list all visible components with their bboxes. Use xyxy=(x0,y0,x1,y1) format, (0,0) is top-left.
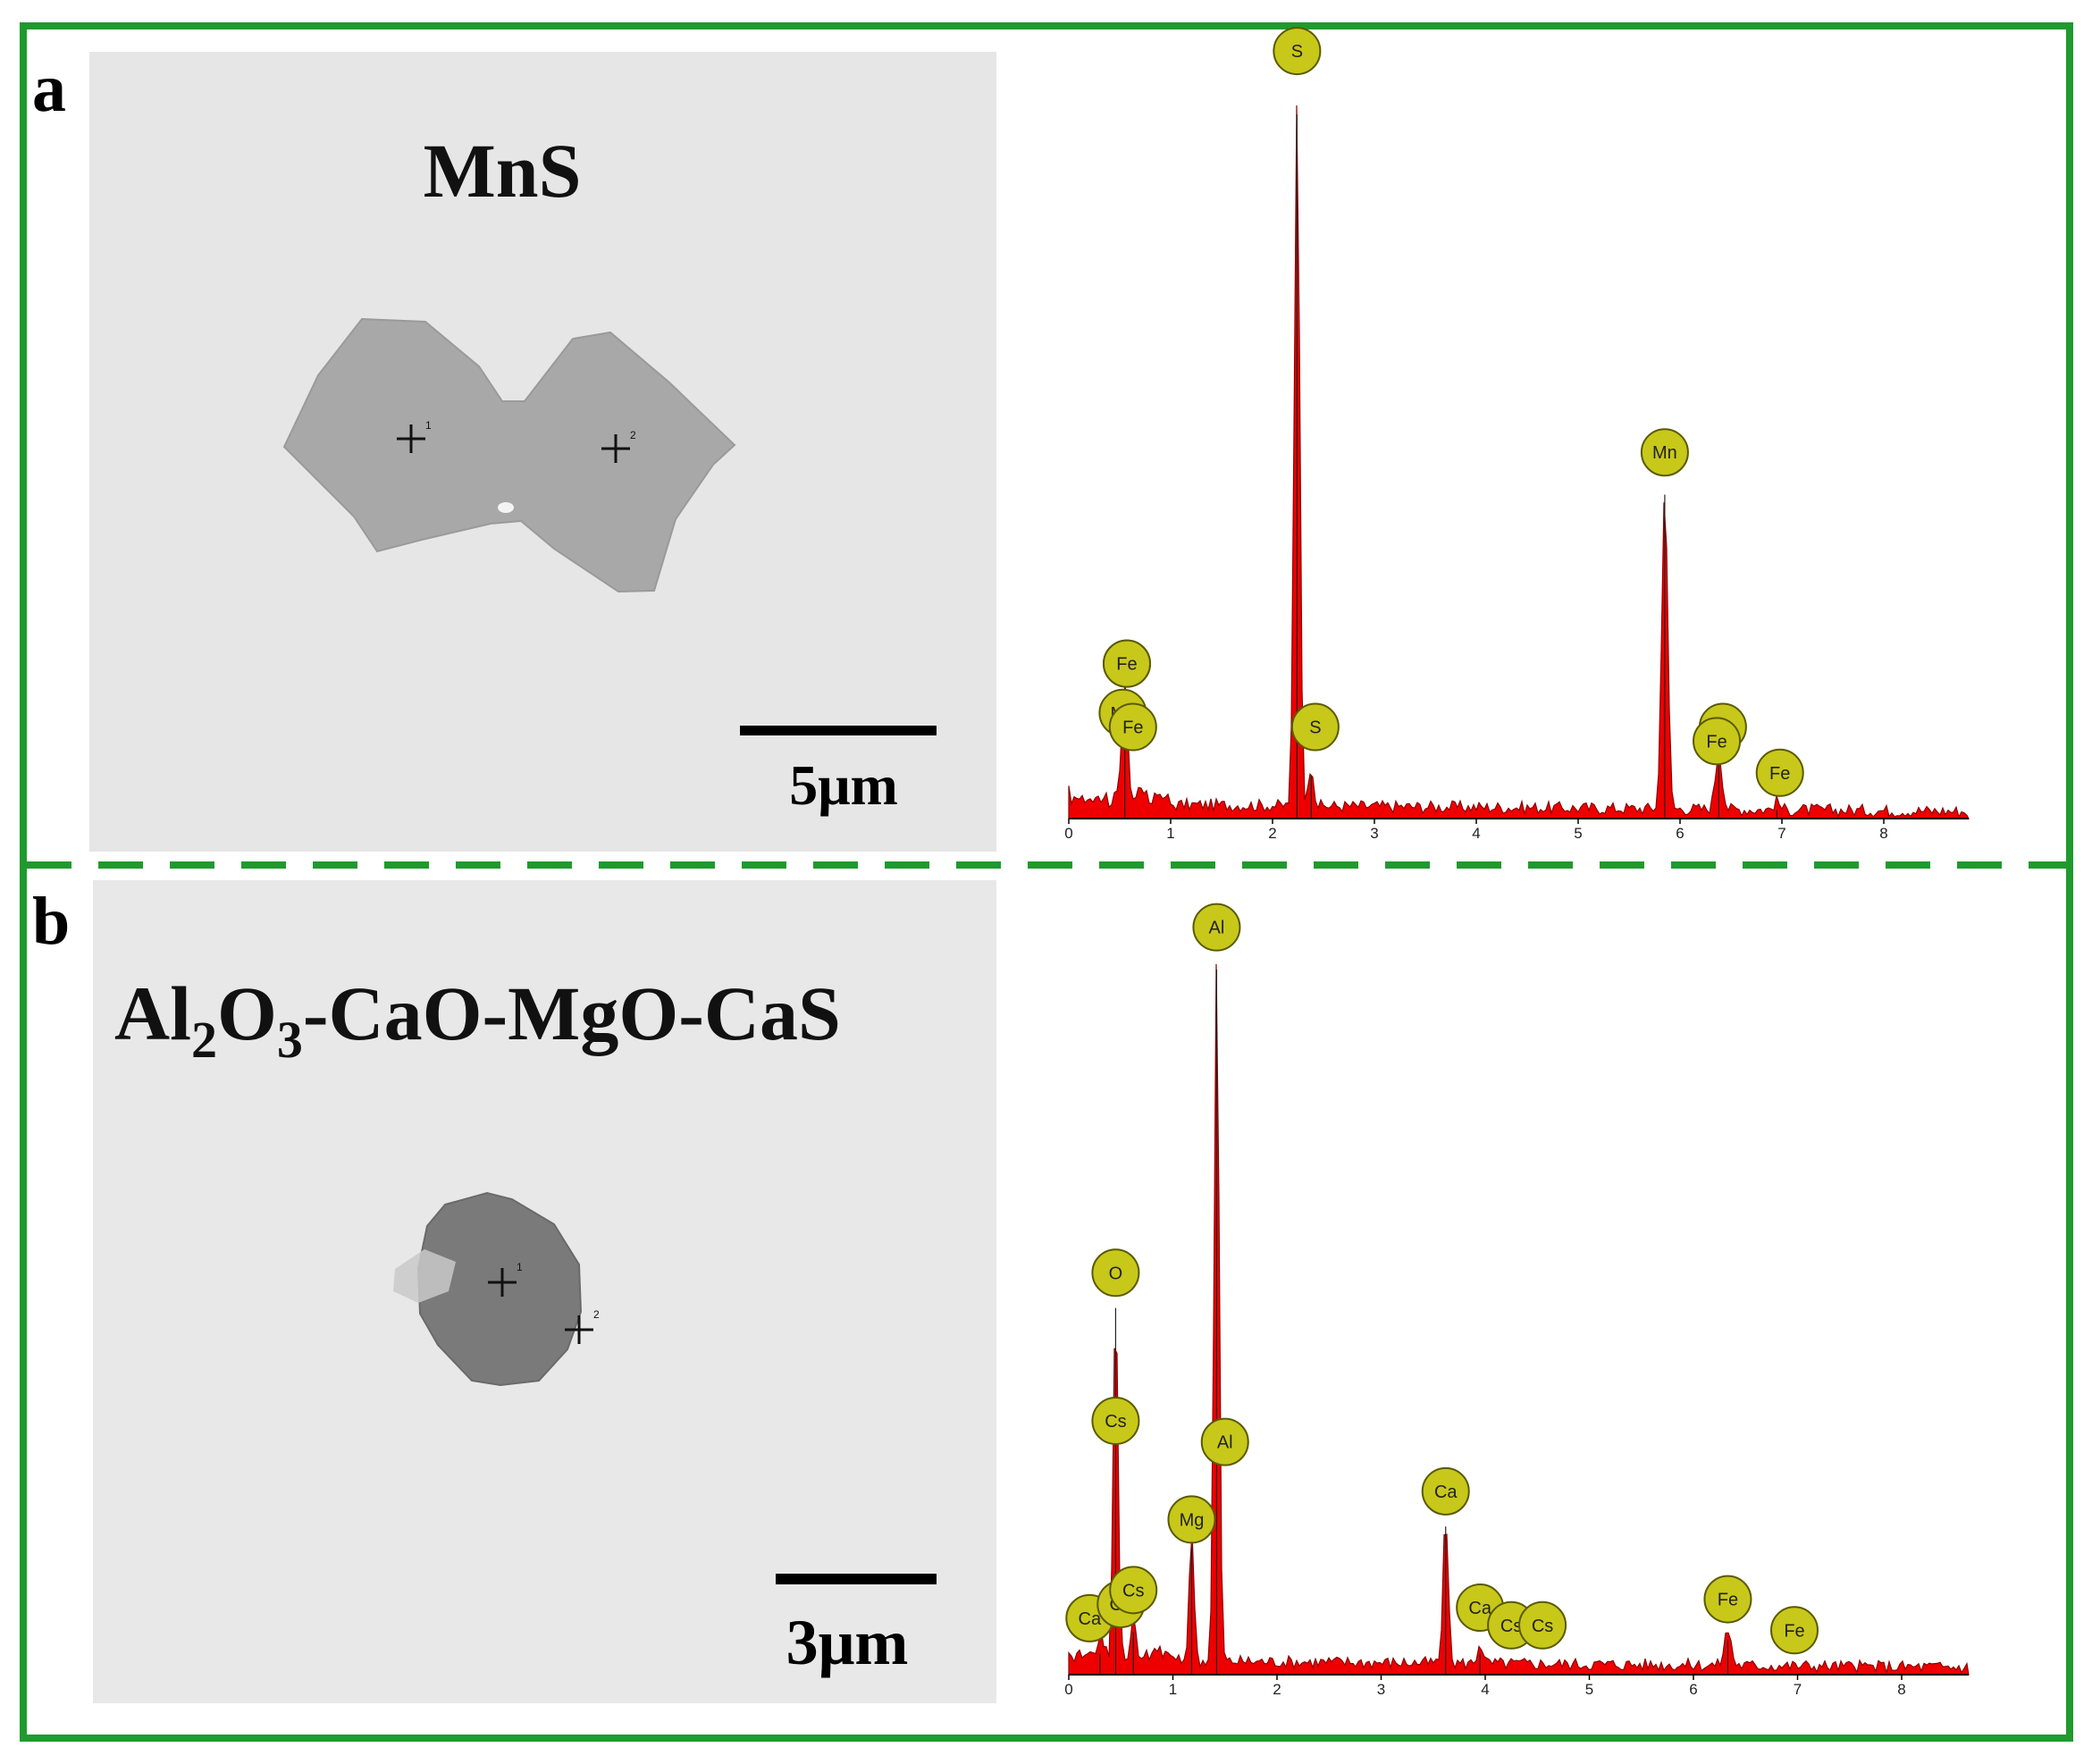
axis-tick-label: 1 xyxy=(1169,1681,1177,1698)
axis-tick-label: 8 xyxy=(1879,825,1887,842)
edx-spectrum-a: 012345678MnFeMnFeSSMnMnFeFe xyxy=(1064,27,1970,842)
element-symbol: Ca xyxy=(1468,1599,1491,1618)
axis-tick-label: 0 xyxy=(1064,1681,1072,1698)
point-label: 2 xyxy=(630,429,636,441)
element-label: Cs xyxy=(1109,1566,1158,1615)
spectrum-fill xyxy=(1068,105,1970,819)
analysis-point-b1: 1 xyxy=(488,1261,523,1297)
point-label: 1 xyxy=(425,419,432,432)
element-symbol: Mn xyxy=(1652,443,1677,463)
element-badge xyxy=(1290,702,1340,752)
element-badge xyxy=(1091,1396,1140,1445)
panel-label-b: b xyxy=(32,884,70,959)
element-label: Mg xyxy=(1167,1495,1216,1544)
axis-tick-label: 7 xyxy=(1794,1681,1802,1698)
axis-tick-label: 2 xyxy=(1273,1681,1281,1698)
element-badge xyxy=(1421,1466,1470,1516)
element-symbol: Fe xyxy=(1784,1621,1804,1641)
element-badge xyxy=(1091,1248,1140,1298)
analysis-point-a1: 1 xyxy=(397,419,432,453)
element-label: Fe xyxy=(1108,702,1157,752)
particle-halo xyxy=(393,1249,456,1303)
element-badge xyxy=(1108,702,1157,752)
panel-b: b Al2O3-CaO-MgO-CaS 1 2 3μm 0 1 2 3 4 5 6 7 8 Al O… xyxy=(32,880,1970,1703)
element-badge xyxy=(1640,428,1689,477)
element-label: Al xyxy=(1192,903,1241,952)
scale-bar-label-b: 3μm xyxy=(786,1607,909,1678)
point-label: 2 xyxy=(593,1308,600,1321)
element-label: Cs xyxy=(1518,1600,1567,1650)
edx-spectrum-b: 012345678AlOCsAlMgCaCaCaCsCaCsCsFeFe xyxy=(1064,903,1970,1698)
panel-a: a MnS 1 2 5μm 012345678MnFeMnFeSSMnMnFeF… xyxy=(32,27,1970,852)
element-symbol: Cs xyxy=(1532,1617,1553,1636)
axis-tick-label: 7 xyxy=(1777,825,1785,842)
analysis-point-a2: 2 xyxy=(601,429,636,463)
element-badge xyxy=(1192,903,1241,952)
phase-title-b: Al2O3-CaO-MgO-CaS xyxy=(114,970,841,1069)
axis-tick-label: 4 xyxy=(1472,825,1480,842)
element-label: Al xyxy=(1200,1417,1249,1466)
element-symbol: Al xyxy=(1217,1433,1233,1453)
element-symbol: Cs xyxy=(1500,1617,1522,1636)
element-symbol: S xyxy=(1309,718,1321,738)
axis-tick-label: 1 xyxy=(1166,825,1174,842)
scale-bar-label-a: 5μm xyxy=(789,753,898,817)
element-symbol: Fe xyxy=(1769,764,1790,784)
element-badge xyxy=(1518,1600,1567,1650)
axis-tick-label: 6 xyxy=(1689,1681,1697,1698)
element-symbol: Fe xyxy=(1706,732,1727,752)
axis-tick-label: 0 xyxy=(1064,825,1072,842)
element-label: Mn xyxy=(1640,428,1689,477)
element-symbol: Fe xyxy=(1718,1591,1738,1610)
element-badge xyxy=(1703,1575,1752,1624)
particle-highlight xyxy=(498,502,514,513)
element-badge xyxy=(1200,1417,1249,1466)
element-label: O xyxy=(1091,1248,1140,1298)
element-badge xyxy=(1102,639,1151,688)
mns-particle xyxy=(282,317,736,593)
element-label: Cs xyxy=(1091,1396,1140,1445)
spectrum-fill xyxy=(1068,963,1970,1676)
element-symbol: Al xyxy=(1209,919,1225,938)
element-label: Fe xyxy=(1102,639,1151,688)
element-badge xyxy=(1693,717,1742,766)
analysis-point-b2: 2 xyxy=(565,1308,600,1344)
axis-tick-label: 5 xyxy=(1574,825,1582,842)
element-label: Fe xyxy=(1755,748,1804,797)
phase-title-a: MnS xyxy=(424,128,582,214)
axis-tick-label: 3 xyxy=(1370,825,1378,842)
element-badge xyxy=(1273,27,1322,76)
element-symbol: Ca xyxy=(1079,1609,1102,1629)
axis-tick-label: 8 xyxy=(1897,1681,1905,1698)
element-symbol: S xyxy=(1291,42,1303,62)
element-badge xyxy=(1109,1566,1158,1615)
element-label: Fe xyxy=(1770,1606,1819,1655)
axis-tick-label: 6 xyxy=(1676,825,1684,842)
scale-bar-b xyxy=(776,1574,937,1584)
element-badge xyxy=(1755,748,1804,797)
element-symbol: Ca xyxy=(1434,1483,1458,1502)
point-label: 1 xyxy=(517,1261,523,1273)
element-label: Ca xyxy=(1421,1466,1470,1516)
axis-tick-label: 5 xyxy=(1585,1681,1593,1698)
element-label: S xyxy=(1290,702,1340,752)
figure-frame xyxy=(20,22,2073,1742)
element-symbol: Fe xyxy=(1122,718,1143,738)
axis-tick-label: 4 xyxy=(1481,1681,1489,1698)
panel-label-a: a xyxy=(32,51,66,126)
element-badge xyxy=(1770,1606,1819,1655)
element-label: S xyxy=(1273,27,1322,76)
element-symbol: Cs xyxy=(1122,1581,1144,1600)
element-symbol: Fe xyxy=(1116,655,1137,675)
element-symbol: Cs xyxy=(1105,1412,1126,1432)
scale-bar-a xyxy=(740,726,937,735)
axis-tick-label: 2 xyxy=(1268,825,1276,842)
element-badge xyxy=(1167,1495,1216,1544)
element-symbol: O xyxy=(1109,1264,1123,1283)
element-label: Fe xyxy=(1693,717,1742,766)
element-symbol: Mg xyxy=(1180,1510,1205,1530)
axis-tick-label: 3 xyxy=(1377,1681,1385,1698)
element-label: Fe xyxy=(1703,1575,1752,1624)
